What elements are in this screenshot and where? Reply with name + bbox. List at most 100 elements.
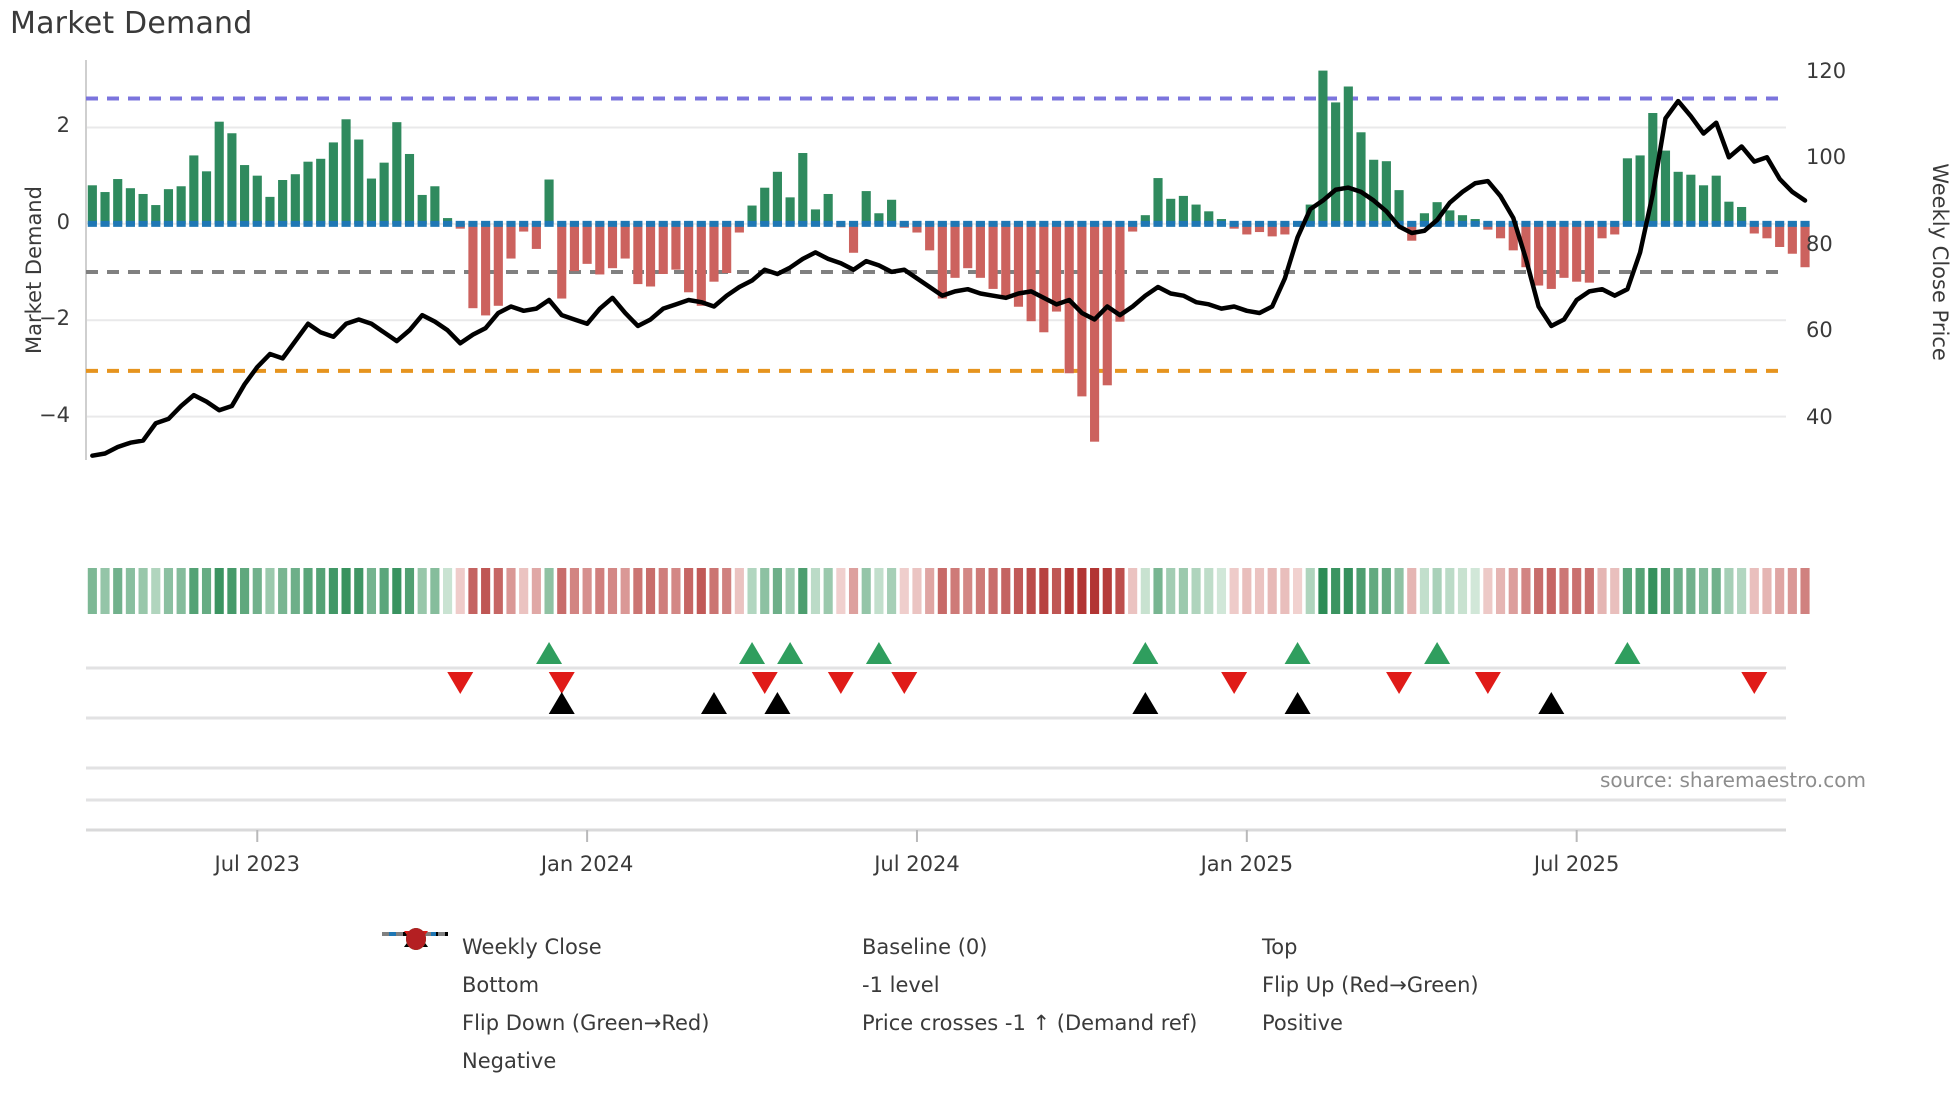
legend-circle-icon xyxy=(380,928,452,1073)
heatmap-cell xyxy=(810,568,821,614)
baseline-segment xyxy=(607,220,618,227)
demand-bar xyxy=(316,158,326,224)
heatmap-cell xyxy=(1445,568,1455,614)
heatmap-cell xyxy=(341,568,351,614)
baseline-segment xyxy=(1090,220,1100,227)
demand-bar xyxy=(1381,161,1391,224)
baseline-zero xyxy=(87,220,1810,227)
heatmap-cell xyxy=(1140,568,1150,614)
x-tick-label: Jul 2024 xyxy=(874,852,960,876)
baseline-segment xyxy=(1077,220,1087,227)
demand-bar xyxy=(328,142,338,224)
demand-bar xyxy=(1001,223,1011,297)
heatmap-cell xyxy=(1483,568,1493,614)
demand-bar xyxy=(1584,223,1594,283)
baseline-segment xyxy=(772,220,782,227)
demand-bar xyxy=(1534,223,1544,286)
baseline-segment xyxy=(366,220,377,227)
baseline-segment xyxy=(810,220,821,227)
price-cross-up-marker[interactable] xyxy=(700,692,727,714)
baseline-segment xyxy=(125,220,135,227)
heatmap-cell xyxy=(1178,568,1188,614)
flip-down-marker[interactable] xyxy=(751,672,778,694)
heatmap-cell xyxy=(1622,568,1632,614)
heatmap-cell xyxy=(1026,568,1036,614)
heatmap-cell xyxy=(963,568,973,614)
baseline-segment xyxy=(1191,220,1201,227)
price-cross-up-marker[interactable] xyxy=(548,692,575,714)
flip-up-marker[interactable] xyxy=(739,642,766,664)
flip-down-marker[interactable] xyxy=(891,672,918,694)
flip-down-marker[interactable] xyxy=(1386,672,1413,694)
demand-bar xyxy=(278,180,288,224)
demand-bar xyxy=(633,223,643,285)
legend-item-label: Baseline (0) xyxy=(862,935,988,959)
baseline-segment xyxy=(430,220,440,227)
flip-down-marker[interactable] xyxy=(548,672,575,694)
demand-bar xyxy=(798,153,808,224)
legend-item[interactable]: -1 level xyxy=(382,932,1180,997)
flip-down-marker[interactable] xyxy=(827,672,854,694)
heatmap-cell xyxy=(278,568,288,614)
demand-bar xyxy=(1648,113,1658,224)
demand-bar xyxy=(874,213,884,224)
legend-item-label: Flip Down (Green→Red) xyxy=(462,1011,710,1035)
price-cross-up-marker[interactable] xyxy=(1284,692,1311,714)
heatmap-cell xyxy=(303,568,313,614)
price-cross-up-marker[interactable] xyxy=(1538,692,1565,714)
demand-bar xyxy=(1724,201,1734,224)
flip-up-marker[interactable] xyxy=(1284,642,1311,664)
demand-bar xyxy=(1026,223,1036,322)
baseline-segment xyxy=(1432,220,1442,227)
price-cross-up-marker[interactable] xyxy=(764,692,791,714)
baseline-segment xyxy=(1787,220,1797,227)
legend-item[interactable]: Bottom xyxy=(380,932,780,997)
heatmap-cell xyxy=(1610,568,1620,614)
demand-bar xyxy=(1331,102,1341,224)
flip-down-marker[interactable] xyxy=(447,672,474,694)
price-cross-up-marker[interactable] xyxy=(1132,692,1159,714)
baseline-segment xyxy=(569,220,579,227)
legend-item[interactable]: Flip Up (Red→Green) xyxy=(404,931,1580,997)
baseline-segment xyxy=(1762,220,1772,227)
demand-bar xyxy=(658,223,668,274)
flip-up-marker[interactable] xyxy=(865,642,892,664)
flip-up-marker[interactable] xyxy=(1424,642,1451,664)
heatmap-cell xyxy=(100,568,110,614)
flip-down-marker[interactable] xyxy=(1741,672,1768,694)
legend-item[interactable]: Flip Down (Green→Red) xyxy=(380,931,780,1035)
baseline-segment xyxy=(1229,220,1239,227)
legend-item-label: Negative xyxy=(462,1049,557,1073)
heatmap-cell xyxy=(798,568,808,614)
heatmap-cell xyxy=(1115,568,1125,614)
heatmap-cell xyxy=(937,568,947,614)
baseline-segment xyxy=(1800,220,1810,227)
demand-bar xyxy=(785,197,795,224)
demand-bar xyxy=(1610,223,1620,235)
baseline-segment xyxy=(1622,220,1632,227)
baseline-segment xyxy=(1280,220,1290,227)
legend-item-label: Flip Up (Red→Green) xyxy=(1262,973,1479,997)
legend-item[interactable]: Negative xyxy=(380,928,780,1073)
flip-up-marker[interactable] xyxy=(1132,642,1159,664)
heatmap-cell xyxy=(1102,568,1112,614)
flip-up-marker[interactable] xyxy=(1614,642,1641,664)
legend-item[interactable]: Price crosses -1 ↑ (Demand ref) xyxy=(404,931,1197,1035)
flip-down-marker[interactable] xyxy=(1221,672,1248,694)
demand-bar xyxy=(861,191,871,224)
baseline-segment xyxy=(658,220,668,227)
heatmap-cell xyxy=(582,568,592,614)
flip-up-marker[interactable] xyxy=(777,642,804,664)
flip-up-marker[interactable] xyxy=(536,642,563,664)
demand-bar xyxy=(303,161,313,224)
baseline-segment xyxy=(379,220,389,227)
legend-item[interactable]: Top xyxy=(382,932,1580,959)
legend-item[interactable]: Positive xyxy=(406,928,1580,1035)
legend-item[interactable]: Baseline (0) xyxy=(382,932,1180,959)
heatmap-cell xyxy=(569,568,579,614)
demand-bar xyxy=(1622,158,1632,224)
flip-down-marker[interactable] xyxy=(1474,672,1501,694)
heatmap-cell xyxy=(1698,568,1709,614)
baseline-segment xyxy=(519,220,529,227)
